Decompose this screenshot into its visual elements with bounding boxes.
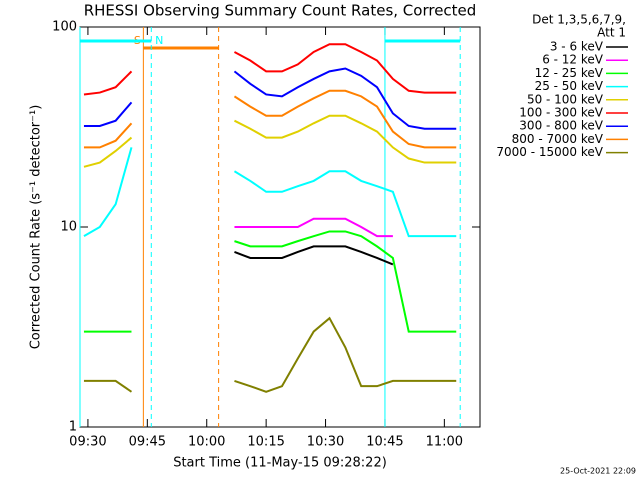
chart-title: RHESSI Observing Summary Count Rates, Co… — [84, 2, 477, 20]
legend-title: Det 1,3,5,6,7,9, — [532, 13, 626, 27]
x-tick-label: 10:30 — [307, 435, 344, 450]
series-line — [234, 230, 457, 333]
series-line — [234, 316, 457, 393]
legend-label: 25 - 50 keV — [535, 79, 604, 93]
series-line — [234, 245, 394, 266]
series-line — [83, 147, 133, 238]
legend-label: 3 - 6 keV — [550, 40, 604, 54]
y-axis-label: Corrected Count Rate (s⁻¹ detector⁻¹) — [29, 105, 44, 350]
series-line — [234, 217, 393, 238]
series-line — [83, 122, 133, 149]
legend-label: 50 - 100 keV — [527, 92, 604, 106]
y-tick-label: 1 — [69, 420, 77, 435]
x-tick-label: 09:30 — [69, 435, 106, 450]
series-line — [83, 101, 133, 127]
legend-label: 12 - 25 keV — [535, 66, 604, 80]
series-line — [233, 89, 457, 149]
x-axis-label: Start Time (11-May-15 09:28:22) — [173, 456, 387, 471]
legend-label: 6 - 12 keV — [542, 53, 604, 67]
x-tick-label: 10:45 — [366, 435, 403, 450]
series-line — [233, 43, 457, 94]
y-tick-label: 10 — [60, 220, 77, 235]
series-line — [83, 136, 133, 168]
x-tick-label: 11:00 — [426, 435, 463, 450]
legend-label: 100 - 300 keV — [519, 106, 603, 120]
series-line — [233, 67, 457, 130]
series-line — [83, 70, 133, 96]
y-tick-label: 100 — [52, 20, 77, 35]
flag-label: N — [155, 34, 163, 47]
footer: 25-Oct-2021 22:09 — [560, 467, 636, 476]
legend-label: 7000 - 15000 keV — [496, 145, 603, 159]
x-tick-label: 10:15 — [247, 435, 284, 450]
x-tick-label: 09:45 — [129, 435, 166, 450]
legend-title: Att 1 — [597, 26, 626, 40]
series-line — [83, 379, 133, 393]
legend-label: 300 - 800 keV — [519, 119, 603, 133]
series-line — [234, 114, 457, 164]
series-line — [233, 170, 457, 238]
legend-label: 800 - 7000 keV — [512, 132, 604, 146]
x-tick-label: 10:00 — [188, 435, 225, 450]
